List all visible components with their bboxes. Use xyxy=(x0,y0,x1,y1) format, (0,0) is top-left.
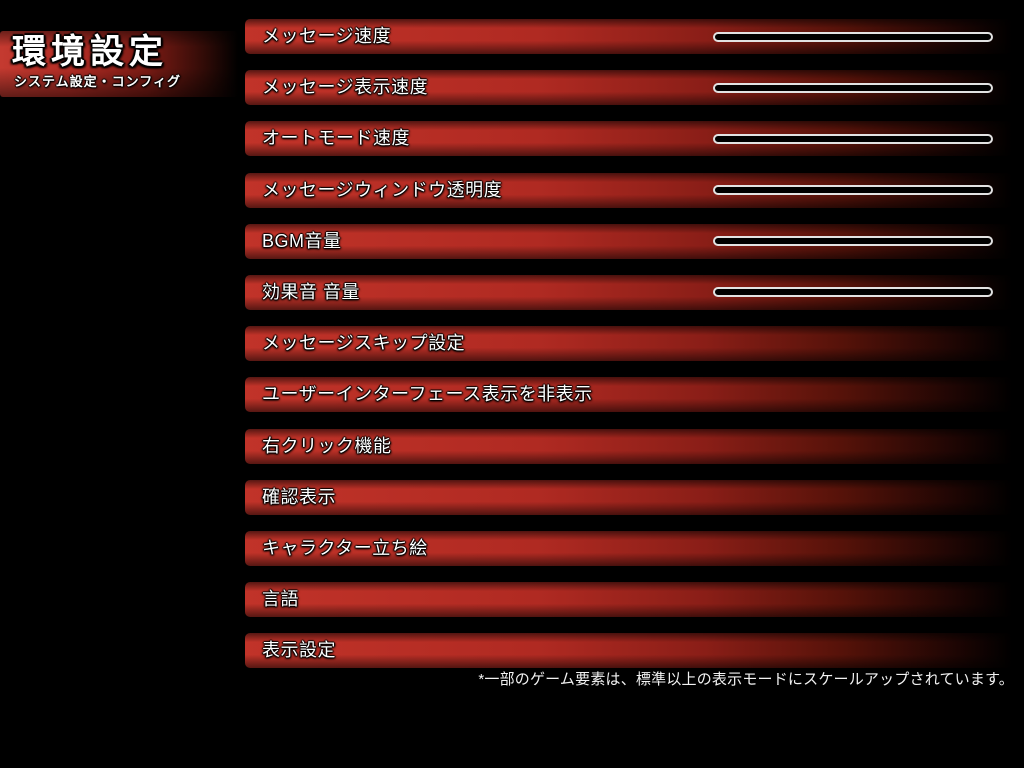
row-hide-ui[interactable]: ユーザーインターフェース表示を非表示 xyxy=(245,377,1012,413)
row-label: 効果音 音量 xyxy=(262,281,361,302)
row-label: 言語 xyxy=(262,589,299,610)
auto-mode-speed-slider[interactable] xyxy=(713,133,993,144)
row-display-settings[interactable]: 表示設定 xyxy=(245,633,1012,669)
settings-list: メッセージ速度 メッセージ表示速度 オートモード速度 メッセージウィンドウ透明度… xyxy=(245,19,1012,669)
row-label: ユーザーインターフェース表示を非表示 xyxy=(262,384,593,405)
message-display-speed-slider[interactable] xyxy=(713,82,993,93)
row-label: キャラクター立ち絵 xyxy=(262,537,428,558)
page-title: 環境設定 xyxy=(12,33,168,71)
row-confirmation-display[interactable]: 確認表示 xyxy=(245,479,1012,515)
row-message-display-speed[interactable]: メッセージ表示速度 xyxy=(245,70,1012,106)
bgm-volume-slider[interactable] xyxy=(713,236,993,247)
se-volume-slider[interactable] xyxy=(713,287,993,298)
row-label: メッセージ速度 xyxy=(262,26,392,46)
row-label: 表示設定 xyxy=(262,640,336,661)
window-opacity-slider[interactable] xyxy=(713,185,993,196)
row-right-click-function[interactable]: 右クリック機能 xyxy=(245,428,1012,464)
row-character-sprite[interactable]: キャラクター立ち絵 xyxy=(245,530,1012,566)
row-label: BGM音量 xyxy=(262,230,342,251)
row-label: 右クリック機能 xyxy=(262,435,392,456)
footnote: *一部のゲーム要素は、標準以上の表示モードにスケールアップされています。 xyxy=(478,671,1014,688)
row-label: メッセージ表示速度 xyxy=(262,77,429,98)
row-label: メッセージスキップ設定 xyxy=(262,333,466,354)
row-label: 確認表示 xyxy=(262,486,336,507)
row-label: メッセージウィンドウ透明度 xyxy=(262,179,503,200)
title-block: 環境設定 システム設定・コンフィグ xyxy=(0,31,238,97)
row-language[interactable]: 言語 xyxy=(245,582,1012,618)
page-subtitle: システム設定・コンフィグ xyxy=(14,74,181,89)
row-bgm-volume[interactable]: BGM音量 xyxy=(245,223,1012,259)
row-message-speed[interactable]: メッセージ速度 xyxy=(245,19,1012,54)
message-speed-slider[interactable] xyxy=(713,31,993,42)
row-message-skip[interactable]: メッセージスキップ設定 xyxy=(245,326,1012,362)
row-se-volume[interactable]: 効果音 音量 xyxy=(245,274,1012,310)
row-window-opacity[interactable]: メッセージウィンドウ透明度 xyxy=(245,172,1012,208)
row-label: オートモード速度 xyxy=(262,128,410,149)
row-auto-mode-speed[interactable]: オートモード速度 xyxy=(245,121,1012,157)
